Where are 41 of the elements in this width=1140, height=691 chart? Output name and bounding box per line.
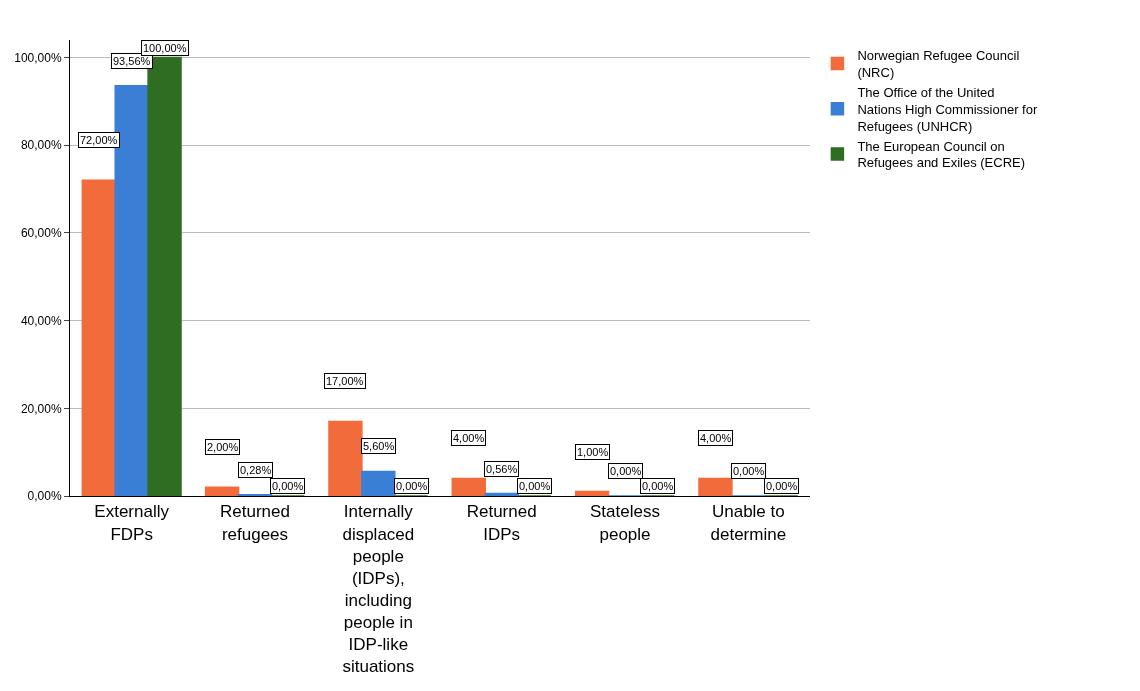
x-tick-label: Returned refugees (220, 502, 290, 544)
data-label: 0,00% (272, 480, 304, 492)
legend-label: The European Council on Refugees and Exiles (ECRE) (857, 138, 1026, 171)
x-tick-label: Externally FDPs (94, 502, 170, 544)
data-label: 100,00% (143, 42, 187, 54)
legend-label: Norwegian Refugee Council (NRC) (857, 48, 1020, 80)
bar (484, 492, 519, 496)
legend-label: The Office of the United Nations High Commissioner for Refugees (UNHCR) (857, 84, 1038, 134)
data-label: 2,00% (207, 441, 239, 453)
data-label: 72,00% (80, 134, 118, 146)
y-tick-label: 80,00% (20, 138, 62, 153)
x-tick-label: Internally displaced people (IDPs), including people in IDP-like situations (342, 502, 415, 677)
data-label: 0,56% (486, 463, 518, 475)
bar (451, 477, 486, 496)
bar (361, 470, 396, 496)
data-label: 0,00% (766, 480, 798, 492)
data-label: 0,00% (610, 465, 642, 477)
bar (328, 420, 363, 496)
data-label: 5,60% (363, 440, 395, 452)
data-label: 4,00% (700, 432, 732, 444)
y-tick-label: 20,00% (20, 401, 62, 416)
data-label: 0,00% (519, 480, 551, 492)
data-label: 1,00% (577, 446, 609, 458)
data-label: 4,00% (453, 432, 485, 444)
data-label: 0,00% (396, 480, 428, 492)
data-label: 0,00% (733, 465, 765, 477)
bar (698, 477, 733, 496)
x-tick-label: Unable to determine (710, 502, 787, 544)
y-tick-label: 0,00% (27, 489, 62, 504)
y-tick-label: 40,00% (20, 313, 62, 328)
y-tick-label: 60,00% (20, 226, 62, 241)
y-tick-label: 100,00% (14, 50, 62, 65)
data-label: 93,56% (113, 55, 151, 67)
data-label: 0,28% (240, 464, 272, 476)
data-label: 17,00% (326, 375, 364, 387)
bar (204, 486, 240, 496)
x-tick-label: Returned IDPs (466, 502, 537, 544)
data-label: 0,00% (642, 480, 674, 492)
bar (574, 490, 610, 496)
bar (81, 179, 116, 496)
x-tick-label: Stateless people (590, 502, 660, 544)
